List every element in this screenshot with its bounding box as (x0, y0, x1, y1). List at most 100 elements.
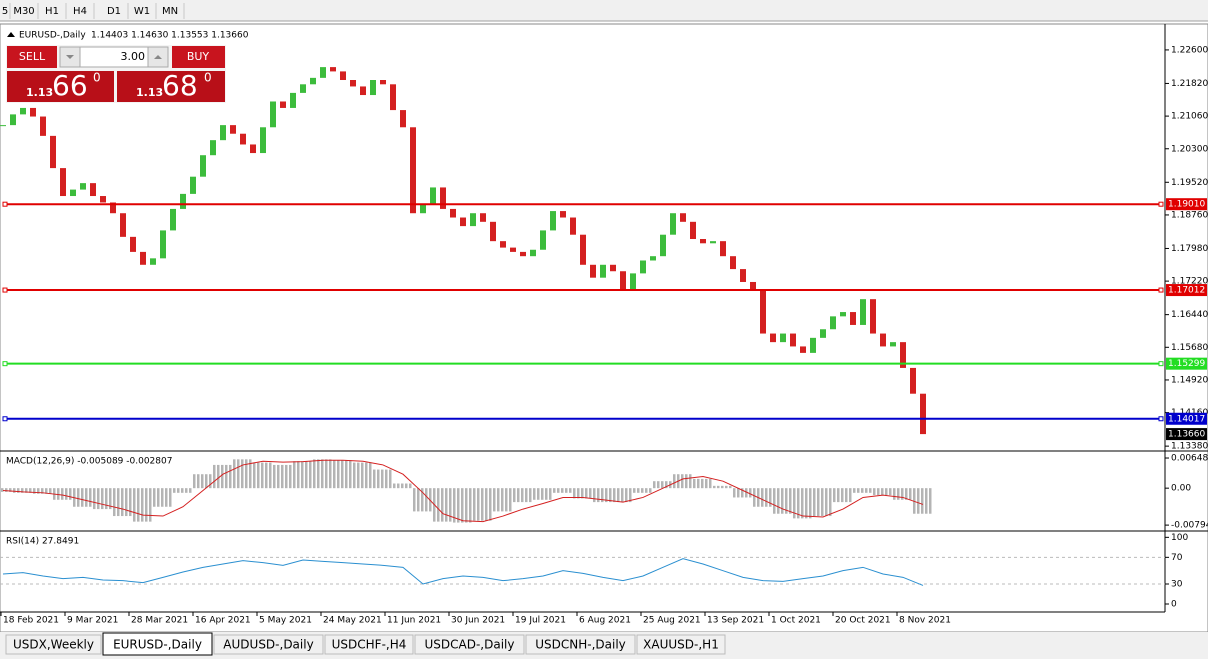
macd-bar (609, 488, 612, 503)
level-handle (2, 361, 8, 367)
bid-point: 0 (93, 71, 101, 85)
macd-bar (57, 488, 60, 500)
macd-bar (445, 488, 448, 522)
macd-bar (753, 488, 756, 507)
macd-bar (649, 488, 652, 493)
timeframe-button[interactable]: H4 (73, 6, 87, 17)
macd-bar (17, 488, 20, 493)
macd-bar (841, 488, 844, 503)
macd-bar (301, 461, 304, 489)
candle (410, 127, 416, 214)
macd-bar (581, 488, 584, 499)
timeframe-button[interactable]: MN (162, 6, 178, 17)
tab-label: AUDUSD-,Daily (223, 638, 313, 652)
macd-bar (721, 485, 724, 489)
macd-bar (225, 464, 228, 489)
timeframe-button[interactable]: M30 (13, 6, 34, 17)
candle (690, 221, 696, 240)
bid-big: 1.13 (26, 86, 53, 99)
timeframe-button[interactable]: H1 (45, 6, 59, 17)
macd-bar (801, 488, 804, 519)
candle (380, 80, 386, 85)
lot-down-icon (66, 55, 74, 59)
candle (700, 239, 706, 244)
macd-bar (249, 459, 252, 489)
candle (720, 241, 726, 257)
candle (130, 236, 136, 252)
candle (20, 107, 26, 115)
macd-bar (489, 488, 492, 521)
macd-bar (585, 488, 588, 499)
candle (880, 333, 886, 347)
macd-bar (533, 488, 536, 500)
macd-bar (353, 462, 356, 489)
macd-bar (881, 488, 884, 496)
level-handle (2, 416, 8, 422)
candle (170, 208, 176, 231)
bid-box[interactable] (7, 71, 114, 102)
tab[interactable] (324, 634, 414, 655)
tab[interactable] (636, 634, 726, 655)
level-label-box (1166, 198, 1207, 211)
macd-bar (85, 488, 88, 507)
tab[interactable] (102, 632, 213, 656)
collapse-icon[interactable] (7, 32, 15, 37)
candle (220, 125, 226, 141)
candle (480, 213, 486, 222)
candle (50, 135, 56, 169)
candle (840, 312, 846, 317)
tab[interactable] (525, 634, 636, 655)
timeframe-button[interactable]: 5 (2, 6, 8, 17)
tab[interactable] (5, 634, 102, 655)
buy-button[interactable] (172, 46, 225, 68)
candle (670, 213, 676, 235)
candle (520, 251, 526, 257)
tab-label: USDCNH-,Daily (535, 638, 626, 652)
candle (140, 251, 146, 265)
x-tick-label: 16 Apr 2021 (195, 616, 251, 626)
timeframe-button[interactable]: D1 (107, 6, 121, 17)
candle (680, 213, 686, 222)
candle (260, 127, 266, 154)
candle (390, 84, 396, 111)
tab[interactable] (414, 634, 525, 655)
macd-bar (41, 488, 44, 494)
candle (440, 187, 446, 209)
macd-bar (297, 461, 300, 489)
macd-bar (377, 469, 380, 489)
macd-bar (769, 488, 772, 507)
candle (630, 273, 636, 291)
toolbar (0, 0, 1208, 21)
macd-bar (493, 488, 496, 512)
candle (770, 333, 776, 343)
candle (320, 67, 326, 78)
macd-bar (461, 488, 464, 523)
tab[interactable] (213, 634, 324, 655)
macd-bar (121, 488, 124, 517)
candle (120, 213, 126, 237)
macd-bar (313, 459, 316, 489)
x-tick-label: 8 Nov 2021 (899, 616, 951, 626)
macd-bar (337, 460, 340, 489)
macd-bar (625, 488, 628, 503)
sell-button[interactable] (7, 46, 57, 68)
macd-bar (89, 488, 92, 507)
macd-bar (45, 488, 48, 494)
macd-bar (285, 464, 288, 489)
macd-bar (81, 488, 84, 507)
ask-point: 0 (204, 71, 212, 85)
candle (400, 110, 406, 128)
macd-bar (889, 488, 892, 496)
macd-bar (745, 488, 748, 498)
macd-bar (1, 488, 4, 492)
candle (710, 241, 716, 244)
timeframe-button[interactable]: W1 (134, 6, 150, 17)
rsi-title: RSI(14) 27.8491 (6, 537, 79, 547)
macd-bar (789, 488, 792, 514)
macd-bar (701, 478, 704, 489)
ask-box[interactable] (117, 71, 225, 102)
macd-bar (457, 488, 460, 523)
macd-bar (413, 488, 416, 512)
candle (90, 183, 96, 197)
